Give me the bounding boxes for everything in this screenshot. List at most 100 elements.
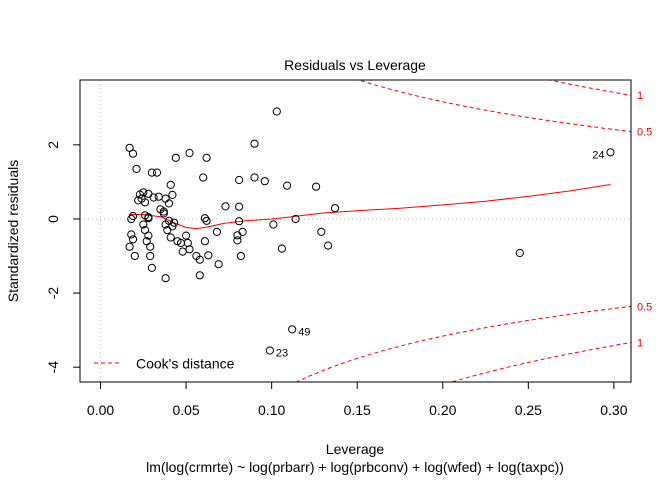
data-point [128,235,138,244]
data-point [233,236,242,245]
data-point [178,247,187,256]
point-label: 49 [298,326,310,338]
x-tick-label: 0.10 [258,402,285,418]
data-point [195,255,204,264]
smoother-line-group [129,184,611,230]
x-tick-label: 0.00 [87,402,114,418]
data-point [147,263,156,272]
data-point [166,233,175,242]
y-tick-label: 2 [45,141,61,149]
data-point [312,182,321,191]
chart-title: Residuals vs Leverage [284,57,426,73]
data-point [140,198,150,207]
data-point [144,231,153,240]
data-point [168,222,177,231]
plot-frame [79,79,632,383]
data-point [199,173,208,182]
data-point [291,214,300,224]
data-point [250,139,259,148]
data-point [168,190,177,199]
legend: Cook's distance [94,356,235,372]
cooks-contour-label: 1 [637,90,643,102]
data-point [154,192,163,201]
cooks-contour-label: 0.5 [637,127,652,139]
data-point [147,168,156,177]
data-point [159,207,168,216]
data-point [235,175,244,185]
data-point [132,164,141,173]
data-point [166,180,175,189]
cooks-contour-label: 0.5 [637,301,652,313]
data-point [265,346,274,355]
data-point [238,227,247,236]
x-axis-label: Leverage [326,441,385,457]
data-point [149,193,158,202]
data-point [195,271,204,280]
data-point [221,202,230,211]
data-point [204,251,213,260]
data-point [212,227,221,236]
data-point [152,168,162,177]
x-axis: 0.00 0.05 0.10 0.15 0.20 0.25 0.30 [87,381,628,418]
data-point [272,107,281,116]
x-tick-label: 0.15 [344,402,371,418]
data-point [260,177,269,186]
y-tick-label: -4 [45,361,61,374]
data-point [183,238,192,248]
data-point [146,251,155,261]
smoother-line [129,184,611,230]
data-point [330,204,340,213]
data-point [128,211,138,221]
x-tick-label: 0.25 [515,402,542,418]
data-point [515,248,524,258]
point-label: 23 [276,348,288,360]
data-point [236,251,245,261]
data-point [130,251,139,261]
data-point [277,244,286,253]
y-tick-label: 0 [45,215,61,223]
data-points [125,107,615,355]
point-label: 24 [592,149,604,161]
data-point [235,217,244,226]
data-point [185,245,194,254]
model-formula-subtitle: lm(log(crmrte) ~ log(prbarr) + log(prbco… [146,459,564,475]
legend-label: Cook's distance [136,356,235,372]
cooks-contour-labels: 0.5 1 0.5 1 [637,90,652,350]
cooks-contour-label: 1 [637,338,643,350]
data-point [214,260,223,269]
data-point [606,148,615,157]
data-point [144,189,153,198]
data-point [317,227,326,236]
data-point [171,153,180,162]
data-point [170,218,179,227]
y-axis-label: Standardized residuals [5,160,21,302]
cooks-contour-positive-1 [546,80,631,96]
x-tick-label: 0.05 [172,402,199,418]
data-point [139,188,148,197]
data-point [144,214,153,223]
data-point [200,214,209,223]
data-point [185,148,194,158]
data-point [182,231,191,240]
data-point [202,153,211,162]
data-point [128,149,138,158]
data-point [146,242,155,251]
y-tick-label: -2 [45,287,61,300]
data-point [324,241,333,250]
data-point [125,242,134,251]
data-point [164,199,174,208]
data-point [202,216,211,225]
data-point [250,173,259,182]
x-tick-label: 0.20 [429,402,456,418]
point-labels: 24 49 23 [276,149,605,359]
x-tick-label: 0.30 [600,402,627,418]
data-point [269,220,278,229]
data-point [200,237,209,246]
data-point [288,325,297,334]
data-point [235,202,244,211]
data-point [139,220,148,229]
y-axis: -4 -2 0 2 [45,141,81,374]
data-point [161,274,170,283]
reference-lines [80,80,631,382]
